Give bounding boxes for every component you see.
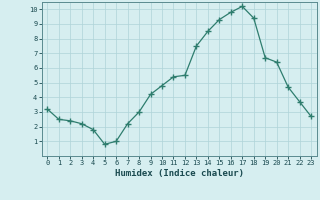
X-axis label: Humidex (Indice chaleur): Humidex (Indice chaleur) — [115, 169, 244, 178]
